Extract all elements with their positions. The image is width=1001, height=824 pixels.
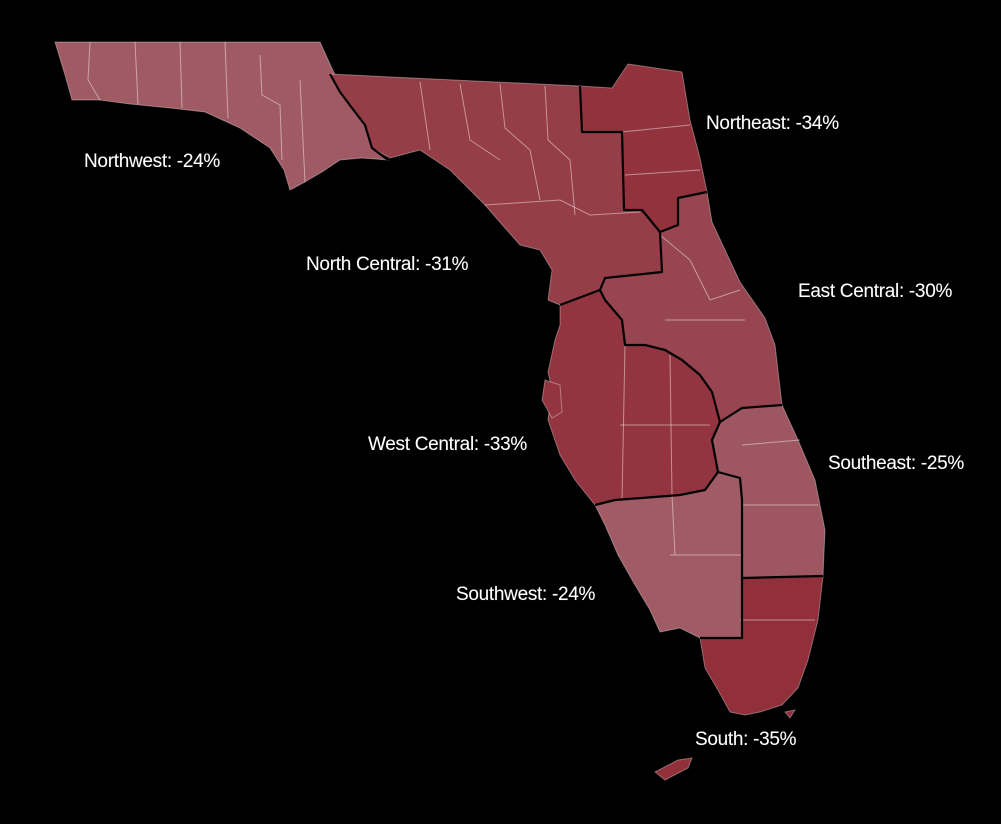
region-west-central-peninsula bbox=[541, 379, 563, 419]
region-keys bbox=[654, 757, 693, 781]
label-north-central: North Central: -31% bbox=[306, 254, 469, 275]
region-south bbox=[699, 575, 824, 716]
region-borders bbox=[329, 73, 824, 640]
label-southeast: Southeast: -25% bbox=[828, 453, 964, 474]
county-lines bbox=[87, 41, 818, 621]
label-southwest: Southwest: -24% bbox=[456, 584, 596, 605]
region-labels: Northwest: -24% North Central: -31% Nort… bbox=[84, 113, 965, 751]
label-west-central: West Central: -33% bbox=[368, 434, 527, 455]
label-northwest: Northwest: -24% bbox=[84, 151, 220, 172]
label-east-central: East Central: -30% bbox=[798, 281, 952, 302]
label-south: South: -35% bbox=[695, 729, 797, 750]
label-northeast: Northeast: -34% bbox=[706, 113, 839, 134]
region-keys-small bbox=[784, 709, 797, 719]
